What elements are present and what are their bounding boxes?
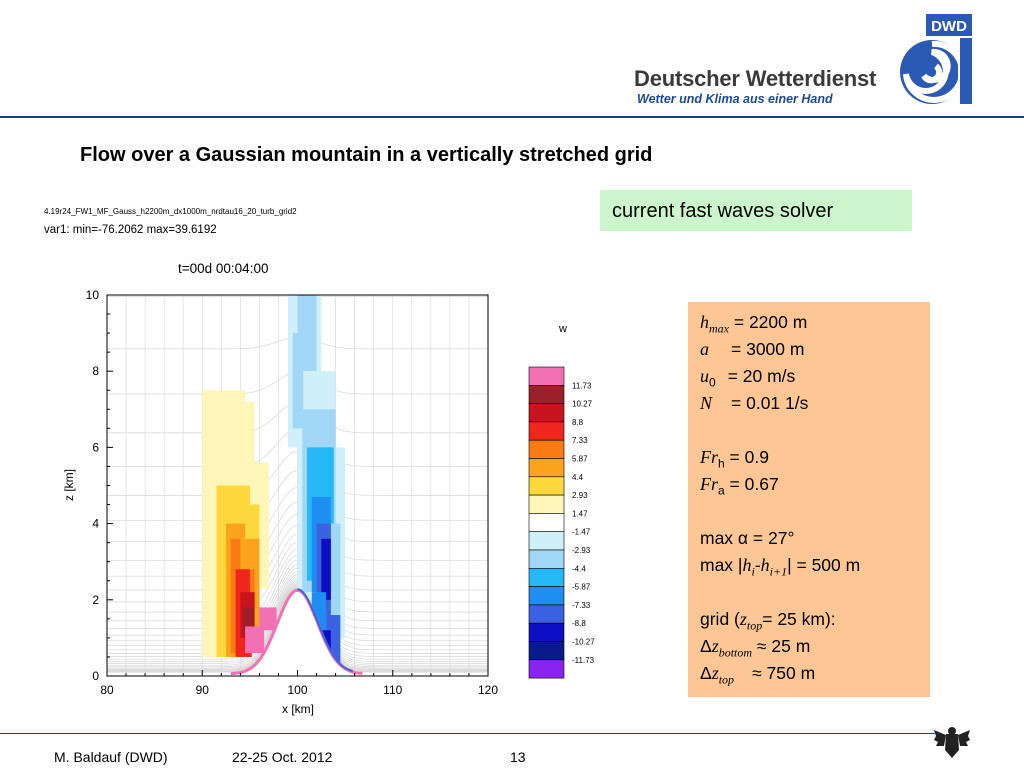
colorbar-swatch <box>528 549 565 569</box>
y-tick-label: 6 <box>92 440 99 454</box>
colorbar-swatch <box>528 366 565 386</box>
x-tick-label: 90 <box>196 683 210 697</box>
x-tick-label: 80 <box>100 683 114 697</box>
param-max-alpha: max α = 27° <box>700 528 795 548</box>
logo-badge <box>926 14 972 36</box>
footer-author: M. Baldauf (DWD) <box>54 749 168 765</box>
w-field-cell <box>243 607 254 635</box>
mountain-surface-band <box>297 588 354 672</box>
colorbar-label: 2.93 <box>572 491 588 500</box>
run-id: 4.19r24_FW1_MF_Gauss_h2200m_dx1000m_nrdt… <box>44 207 297 216</box>
colorbar-swatch <box>528 384 565 404</box>
param-n: N = 0.01 1/s <box>700 393 809 413</box>
colorbar-swatch <box>528 494 565 514</box>
time-label: t=00d 00:04:00 <box>178 261 269 276</box>
x-tick-label: 110 <box>383 683 402 697</box>
federal-eagle-icon <box>934 727 970 758</box>
logo-text: DWD <box>931 18 967 35</box>
colorbar-swatch <box>528 421 565 441</box>
colorbar-label: 1.47 <box>572 509 588 518</box>
colorbar-swatch <box>528 604 565 624</box>
colorbar-label: -11.73 <box>572 656 595 665</box>
w-field-cell <box>245 626 265 654</box>
colorbar-label: 10.27 <box>572 400 593 409</box>
y-tick-label: 2 <box>92 593 99 607</box>
colorbar-label: -1.47 <box>572 528 591 537</box>
param-hmax: hmax = 2200 m <box>700 312 808 336</box>
y-axis-label: z [km] <box>62 469 76 501</box>
w-field-cell <box>292 333 304 429</box>
solver-box <box>600 190 912 231</box>
dwd-logo-icon: DWD <box>900 14 972 106</box>
param-grid: grid (ztop= 25 km): <box>700 609 836 633</box>
colorbar-swatch <box>528 567 565 587</box>
footer-date: 22-25 Oct. 2012 <box>232 749 333 765</box>
colorbar-swatch <box>528 622 565 642</box>
colorbar-swatch <box>528 476 565 496</box>
colorbar-label: -5.87 <box>572 583 591 592</box>
param-dz-bottom: Δzbottom ≈ 25 m <box>700 636 811 660</box>
colorbar-label: -2.93 <box>572 546 591 555</box>
colorbar-label: 7.33 <box>572 436 588 445</box>
y-tick-label: 8 <box>92 364 99 378</box>
colorbar-swatch <box>528 513 565 533</box>
colorbar-swatch <box>528 531 565 551</box>
w-field-cell <box>321 538 331 600</box>
param-frh: Frh = 0.9 <box>700 447 769 471</box>
param-dz-top: Δztop ≈ 750 m <box>700 663 816 687</box>
colorbar-label: 8.8 <box>572 418 584 427</box>
slide-title: Flow over a Gaussian mountain in a verti… <box>80 144 653 166</box>
colorbar-swatch <box>528 458 565 478</box>
parameter-box: hmax = 2200 m a = 3000 m u0 = 20 m/s N = 0.… <box>688 302 930 697</box>
y-tick-label: 4 <box>92 517 99 531</box>
org-tagline: Wetter und Klima aus einer Hand <box>637 92 833 106</box>
y-tick-label: 0 <box>92 669 99 683</box>
colorbar-swatch <box>528 586 565 606</box>
logo-bar <box>960 38 972 104</box>
footer-page: 13 <box>510 749 526 765</box>
colorbar-label: -10.27 <box>572 638 595 647</box>
x-tick-label: 100 <box>287 683 307 697</box>
y-tick-label: 10 <box>86 288 100 302</box>
var-summary: var1: min=-76.2062 max=39.6192 <box>44 224 217 236</box>
x-tick-label: 120 <box>478 683 498 697</box>
x-axis-label: x [km] <box>282 702 314 716</box>
mountain-fill <box>107 592 488 676</box>
w-field-cell <box>259 607 277 631</box>
colorbar-label: -7.33 <box>572 601 591 610</box>
legend-title: w <box>558 323 567 335</box>
param-a: a = 3000 m <box>700 339 805 359</box>
colorbar-label: 4.4 <box>572 473 584 482</box>
param-fra: Fra = 0.67 <box>700 474 779 498</box>
colorbar-label: -4.4 <box>572 564 586 573</box>
colorbar-swatch <box>528 641 565 661</box>
colorbar-swatch <box>528 439 565 459</box>
header-rule <box>0 116 1024 118</box>
colorbar-label: 5.87 <box>572 455 588 464</box>
plot-layer: 80 90 100 110 120 0 2 4 6 8 10 11.73 10.27 8.8 7.33 5.8… <box>86 288 596 697</box>
colorbar-label: 11.73 <box>572 381 592 390</box>
colorbar-swatch <box>528 403 565 423</box>
param-max-dh: max |hi-hi+1| = 500 m <box>700 555 861 579</box>
org-name: Deutscher Wetterdienst <box>634 66 877 91</box>
w-field-chart: 80 90 100 110 120 0 2 4 6 8 10 11.73 10.27 8.8 7.33 5.8… <box>62 288 596 716</box>
param-u0: u0 = 20 m/s <box>700 366 796 390</box>
colorbar-label: -8.8 <box>572 619 586 628</box>
solver-label: current fast waves solver <box>612 200 834 222</box>
colorbar-swatch <box>528 659 565 679</box>
footer-rule <box>0 733 935 734</box>
logo-spiral <box>903 40 965 103</box>
